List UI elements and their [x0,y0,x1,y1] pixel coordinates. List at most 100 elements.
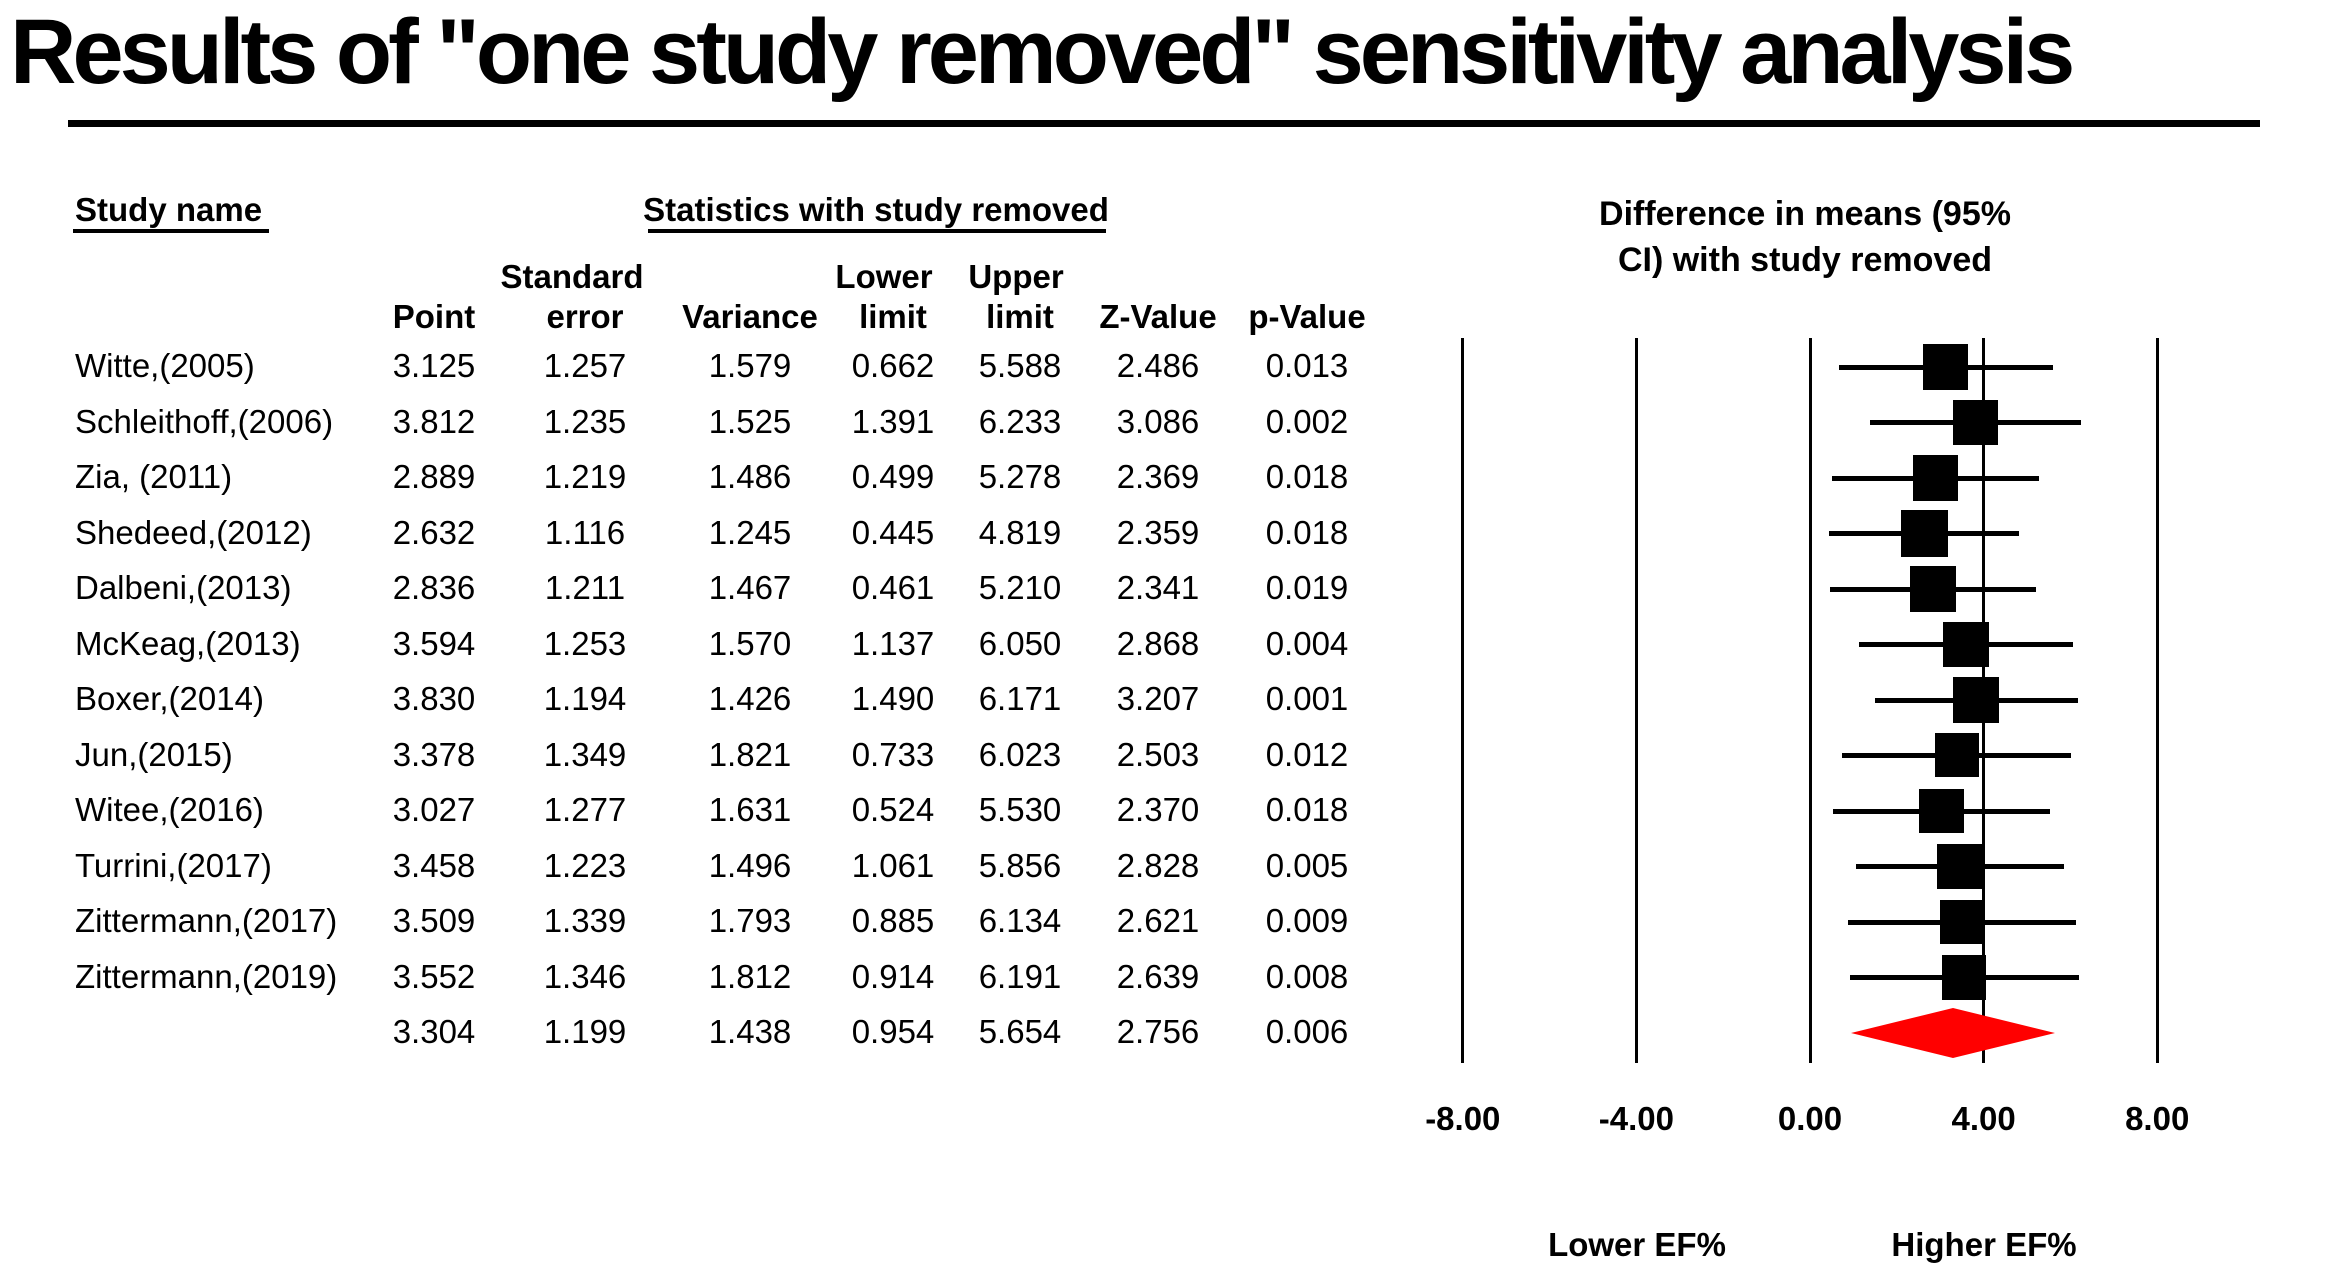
upper-limit-cell: 6.050 [978,624,1062,662]
col-header-lower-limit: limit [859,298,927,335]
p-value-cell: 0.006 [1265,1013,1349,1050]
p-value-cell: 0.009 [1265,902,1349,939]
p-value-cell: 0.004 [1265,624,1349,662]
z-value-cell: 2.370 [1116,791,1200,828]
upper-limit-cell: 5.530 [978,791,1062,828]
forest-point-square [1934,733,1979,778]
study-name-cell: Zittermann,(2017) [75,902,338,939]
forest-point-square [1943,621,1989,668]
z-value-cell: 3.086 [1116,402,1200,440]
p-value-cell: 0.018 [1265,458,1349,495]
point-cell: 3.304 [392,1013,476,1050]
standard-error-cell: 1.235 [543,402,627,440]
study-name-cell: Dalbeni,(2013) [75,569,292,606]
forest-point-square [1918,788,1964,834]
study-name-cell: Boxer,(2014) [75,680,264,717]
z-value-cell: 2.756 [1116,1013,1200,1050]
upper-limit-cell: 6.171 [978,680,1062,717]
z-value-cell: 2.828 [1116,846,1200,884]
plot-header-line2: CI) with study removed [1617,241,1993,279]
standard-error-cell: 1.211 [544,569,626,606]
z-value-cell: 2.639 [1116,957,1200,995]
stats-group-header: Statistics with study removed [643,191,1109,228]
standard-error-cell: 1.116 [544,513,626,551]
lower-limit-cell: 0.499 [851,458,935,495]
study-name-cell: McKeag,(2013) [75,624,301,662]
standard-error-cell: 1.253 [543,624,627,662]
p-value-cell: 0.001 [1265,680,1349,717]
p-value-cell: 0.005 [1265,846,1349,884]
variance-cell: 1.525 [708,402,792,440]
variance-cell: 1.438 [708,1013,792,1050]
axis-gridline [1634,338,1638,1063]
upper-limit-cell: 5.588 [978,347,1062,384]
standard-error-cell: 1.223 [543,846,627,884]
point-cell: 2.889 [392,458,476,495]
standard-error-cell: 1.339 [543,902,627,939]
variance-cell: 1.570 [708,624,792,662]
lower-limit-cell: 1.137 [851,624,935,662]
study-name-underline [73,229,269,233]
forest-point-square [1940,899,1985,945]
z-value-cell: 3.207 [1116,680,1200,717]
col-header-upper-limit: limit [986,298,1054,335]
upper-limit-cell: 5.210 [978,569,1062,606]
standard-error-cell: 1.349 [543,735,627,773]
variance-cell: 1.486 [708,458,792,495]
point-cell: 2.836 [392,569,476,606]
forest-point-square [1900,510,1948,557]
page-title: Results of "one study removed" sensitivi… [10,1,2075,103]
study-name-cell: Zittermann,(2019) [75,957,338,995]
forest-point-square [1952,399,1999,446]
study-name-cell: Zia, (2011) [75,458,233,495]
stats-group-underline [648,229,1106,233]
variance-cell: 1.496 [708,846,792,884]
x-axis-tick-label: 0.00 [1777,1100,1843,1137]
standard-error-cell: 1.194 [543,680,627,717]
lower-limit-cell: 0.461 [851,569,935,606]
axis-footer-higher-ef: Higher EF% [1891,1226,2077,1263]
p-value-cell: 0.018 [1265,791,1349,828]
axis-gridline [1808,338,1812,1063]
lower-limit-cell: 0.524 [851,791,935,828]
summary-diamond-shape [1851,1008,2056,1058]
variance-cell: 1.812 [708,957,792,995]
lower-limit-cell: 1.391 [851,402,935,440]
study-name-cell: Schleithoff,(2006) [75,402,334,440]
study-name-cell: Turrini,(2017) [75,846,272,884]
x-axis-tick-label: 8.00 [2125,1100,2190,1137]
forest-point-square [1953,677,2000,723]
upper-limit-cell: 6.023 [978,735,1062,773]
point-cell: 3.458 [392,846,476,884]
point-cell: 3.509 [392,902,476,939]
point-cell: 3.830 [392,680,476,717]
lower-limit-cell: 0.954 [851,1013,935,1050]
point-cell: 3.594 [392,624,476,662]
upper-limit-cell: 4.819 [978,513,1062,551]
col-header-z-value: Z-Value [1099,298,1217,335]
upper-limit-cell: 5.654 [978,1013,1062,1050]
col-header-point: Point [392,298,476,335]
p-value-cell: 0.002 [1265,402,1349,440]
variance-cell: 1.631 [708,791,792,828]
variance-cell: 1.821 [708,735,792,773]
x-axis-tick-label: 4.00 [1951,1100,2016,1137]
p-value-cell: 0.008 [1265,957,1349,995]
col-header-p-value: p-Value [1248,298,1366,335]
variance-cell: 1.467 [708,569,792,606]
p-value-cell: 0.018 [1265,513,1349,551]
forest-point-square [1937,843,1983,890]
point-cell: 3.552 [392,957,476,995]
lower-limit-cell: 0.733 [851,735,935,773]
x-axis-tick-label: -4.00 [1598,1100,1674,1137]
col-header-upper: Upper [968,258,1064,295]
col-header-lower: Lower [835,258,933,295]
forest-point-square [1942,955,1987,1000]
point-cell: 3.378 [392,735,476,773]
standard-error-cell: 1.219 [543,458,627,495]
col-header-standard: Standard [500,258,644,295]
lower-limit-cell: 0.445 [851,513,935,551]
lower-limit-cell: 0.662 [851,347,935,384]
upper-limit-cell: 6.191 [978,957,1062,995]
